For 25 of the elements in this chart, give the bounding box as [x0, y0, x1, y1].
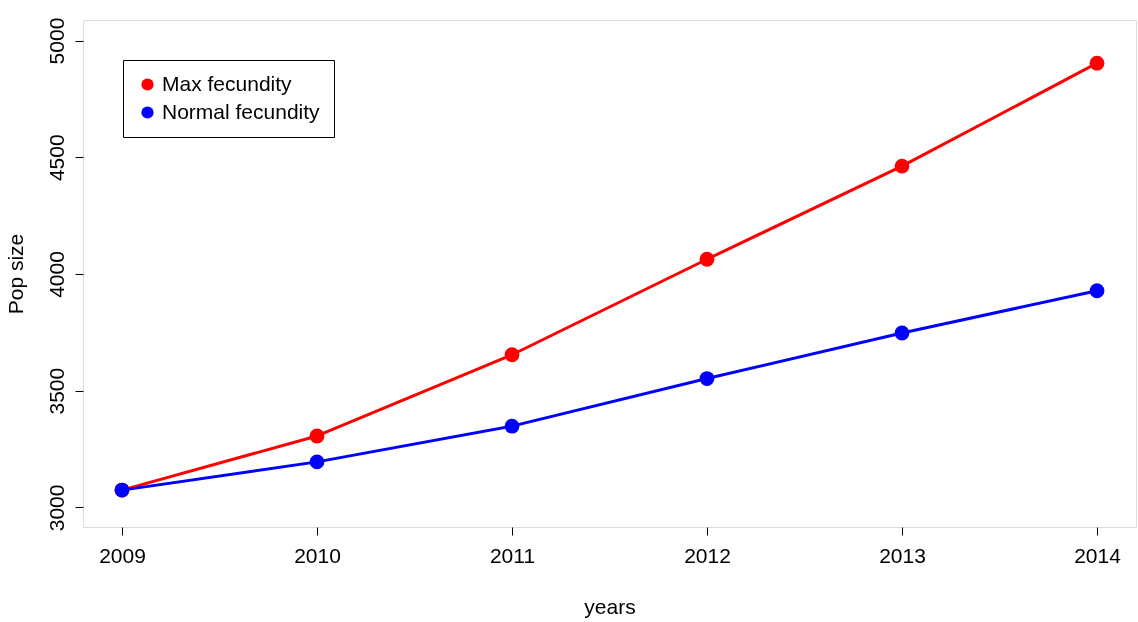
y-tick-label: 4500	[44, 134, 68, 182]
y-tick-label: 3000	[44, 484, 68, 532]
point	[504, 347, 520, 363]
legend-label: Normal fecundity	[162, 99, 321, 123]
x-tick-label: 2009	[99, 543, 146, 567]
point	[309, 428, 325, 444]
y-axis-title: Pop size	[3, 233, 27, 315]
point	[504, 418, 520, 434]
x-axis-title: years	[584, 594, 636, 618]
legend-label: Max fecundity	[162, 71, 293, 95]
x-tick-label: 2014	[1074, 543, 1122, 567]
point	[1089, 55, 1105, 71]
point	[894, 158, 910, 174]
x-tick-label: 2011	[489, 543, 536, 567]
point	[309, 454, 325, 470]
point	[699, 371, 715, 386]
x-tick-label: 2012	[684, 543, 731, 567]
point	[699, 251, 715, 267]
x-tick-label: 2013	[879, 543, 926, 567]
y-tick-label: 4000	[44, 251, 68, 298]
point	[1089, 283, 1105, 299]
point	[894, 325, 910, 341]
y-tick-label: 3500	[44, 367, 68, 415]
y-tick-label: 5000	[44, 17, 68, 65]
x-tick-label: 2010	[294, 543, 341, 567]
